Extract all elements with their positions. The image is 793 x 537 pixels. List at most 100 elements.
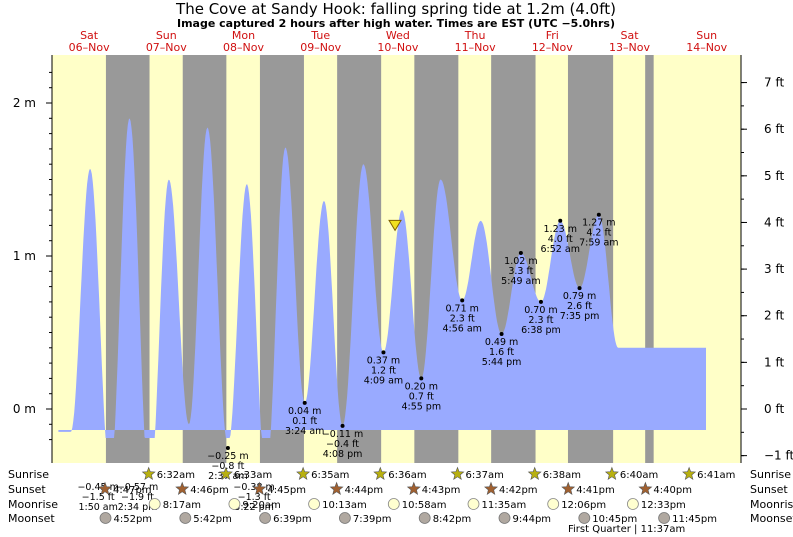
row-label-right: Moonset bbox=[750, 512, 793, 525]
extreme-height-m: 1.23 m bbox=[544, 224, 577, 235]
moonrise-time: 9:20am bbox=[242, 500, 280, 511]
row-label-left: Sunrise bbox=[8, 468, 49, 481]
moonset-time: 4:52pm bbox=[114, 514, 153, 525]
extreme-time: 1:50 am bbox=[78, 502, 117, 513]
moonset-time: 6:39pm bbox=[273, 514, 312, 525]
extreme-height-m: 0.20 m bbox=[405, 381, 438, 392]
sunrise-icon bbox=[527, 466, 542, 480]
extreme-height-ft: 1.6 ft bbox=[489, 347, 514, 358]
right-tick-label: 2 ft bbox=[764, 309, 784, 323]
sunset-icon bbox=[98, 481, 112, 495]
sunset-time: 4:46pm bbox=[190, 485, 229, 496]
extreme-point bbox=[538, 299, 543, 304]
day-name-label: Thu bbox=[464, 29, 486, 42]
moonset-icon bbox=[259, 512, 272, 524]
row-label-left: Moonrise bbox=[8, 498, 58, 511]
extreme-time: 4:56 am bbox=[442, 323, 481, 334]
extreme-height-ft: 2.3 ft bbox=[528, 315, 553, 326]
sunset-time: 4:45pm bbox=[267, 485, 306, 496]
sunrise-icon bbox=[296, 466, 311, 480]
extreme-height-ft: 4.2 ft bbox=[586, 228, 611, 239]
day-name-label: Sun bbox=[696, 29, 717, 42]
moonset-icon bbox=[658, 512, 670, 524]
axes: 0 m 1 m 2 m −1 ft 0 ft 1 ft 2 ft 3 ft 4 ft 5 ft 6 … bbox=[13, 55, 793, 463]
sunset-time: 4:43pm bbox=[422, 485, 461, 496]
extreme-time: 2:34 pm bbox=[118, 502, 158, 513]
extreme-point bbox=[225, 446, 230, 450]
tide-curve bbox=[58, 118, 706, 439]
extreme-point bbox=[460, 298, 465, 303]
sunrise-time: 6:36am bbox=[388, 470, 426, 481]
extreme-height-m: 0.70 m bbox=[524, 305, 557, 316]
day-name-label: Mon bbox=[232, 29, 255, 42]
moonset-time: 11:45pm bbox=[672, 514, 717, 525]
moonrise-icon bbox=[308, 498, 321, 510]
moonset-icon bbox=[179, 512, 192, 524]
moonrise-time: 11:35am bbox=[482, 500, 527, 511]
moonset-icon bbox=[498, 512, 511, 524]
extreme-point bbox=[518, 250, 523, 255]
moonset-time: 8:42pm bbox=[433, 514, 472, 525]
sunrise-icon bbox=[450, 466, 465, 480]
sunset-time: 4:41pm bbox=[576, 485, 615, 496]
sunset-icon bbox=[484, 481, 498, 495]
moonrise-time: 8:17am bbox=[163, 500, 201, 511]
day-date-label: 13–Nov bbox=[609, 41, 650, 54]
moonset-time: 5:42pm bbox=[193, 514, 232, 525]
right-tick-label: 1 ft bbox=[764, 355, 784, 369]
chart-title: The Cove at Sandy Hook: falling spring t… bbox=[175, 0, 616, 18]
row-label-right: Moonrise bbox=[750, 498, 793, 511]
astro-table: Sunrise Sunrise Sunset Sunset Moonrise Moonri… bbox=[8, 466, 793, 535]
sunrise-time: 6:35am bbox=[311, 470, 349, 481]
moonset-icon bbox=[338, 512, 351, 524]
extreme-time: 7:35 pm bbox=[560, 311, 600, 322]
moonset-icon bbox=[99, 512, 112, 524]
tide-extremes: −0.45 m−1.5 ft1:50 am−0.57 m−1.9 ft2:34 … bbox=[77, 212, 619, 513]
sunset-time: 4:47pm bbox=[113, 485, 152, 496]
sunset-time: 4:42pm bbox=[499, 485, 538, 496]
extreme-point bbox=[381, 350, 386, 355]
right-tick-label: 7 ft bbox=[764, 76, 784, 90]
sunrise-time: 6:40am bbox=[620, 470, 658, 481]
day-labels: Sat06–NovSun07–NovMon08–NovTue09–NovWed1… bbox=[69, 29, 728, 54]
extreme-time: 4:08 pm bbox=[323, 449, 363, 460]
right-tick-label: 4 ft bbox=[764, 215, 784, 229]
extreme-point bbox=[302, 400, 307, 405]
extreme-height-ft: 2.6 ft bbox=[567, 301, 592, 312]
extreme-height-ft: 0.1 ft bbox=[292, 416, 317, 427]
moonset-icon bbox=[418, 512, 431, 524]
sunset-icon bbox=[329, 481, 344, 495]
sunrise-time: 6:32am bbox=[157, 470, 195, 481]
extreme-height-ft: −0.4 ft bbox=[326, 439, 359, 450]
sunrise-icon bbox=[373, 466, 388, 480]
right-tick-label: −1 ft bbox=[764, 449, 793, 463]
day-name-label: Fri bbox=[546, 29, 559, 42]
extreme-time: 3:24 am bbox=[285, 426, 324, 437]
sunset-time: 4:44pm bbox=[345, 485, 384, 496]
extreme-height-ft: 2.3 ft bbox=[450, 313, 475, 324]
extreme-height-m: −0.11 m bbox=[322, 429, 363, 440]
day-date-label: 08–Nov bbox=[223, 41, 264, 54]
extreme-height-m: −0.25 m bbox=[207, 451, 248, 462]
sunrise-time: 6:41am bbox=[697, 470, 735, 481]
row-label-right: Sunrise bbox=[750, 468, 791, 481]
extreme-point bbox=[499, 332, 504, 337]
sunrise-time: 6:37am bbox=[466, 470, 504, 481]
extreme-time: 5:49 am bbox=[501, 276, 540, 287]
extreme-height-m: 0.49 m bbox=[485, 337, 518, 348]
right-tick-label: 3 ft bbox=[764, 262, 784, 276]
day-date-label: 09–Nov bbox=[300, 41, 341, 54]
moonrise-icon bbox=[627, 498, 639, 510]
extreme-height-m: 0.79 m bbox=[563, 291, 596, 302]
moon-phase-label: First Quarter | 11:37am bbox=[568, 524, 685, 535]
day-date-label: 14–Nov bbox=[686, 41, 727, 54]
extreme-height-ft: 3.3 ft bbox=[508, 266, 533, 277]
night-band bbox=[645, 55, 654, 463]
left-tick-label: 1 m bbox=[13, 249, 36, 263]
moonrise-icon bbox=[547, 498, 560, 510]
extreme-height-m: 0.37 m bbox=[367, 355, 400, 366]
left-tick-label: 2 m bbox=[13, 96, 36, 110]
sunrise-icon bbox=[604, 466, 619, 480]
row-label-left: Sunset bbox=[8, 483, 46, 496]
